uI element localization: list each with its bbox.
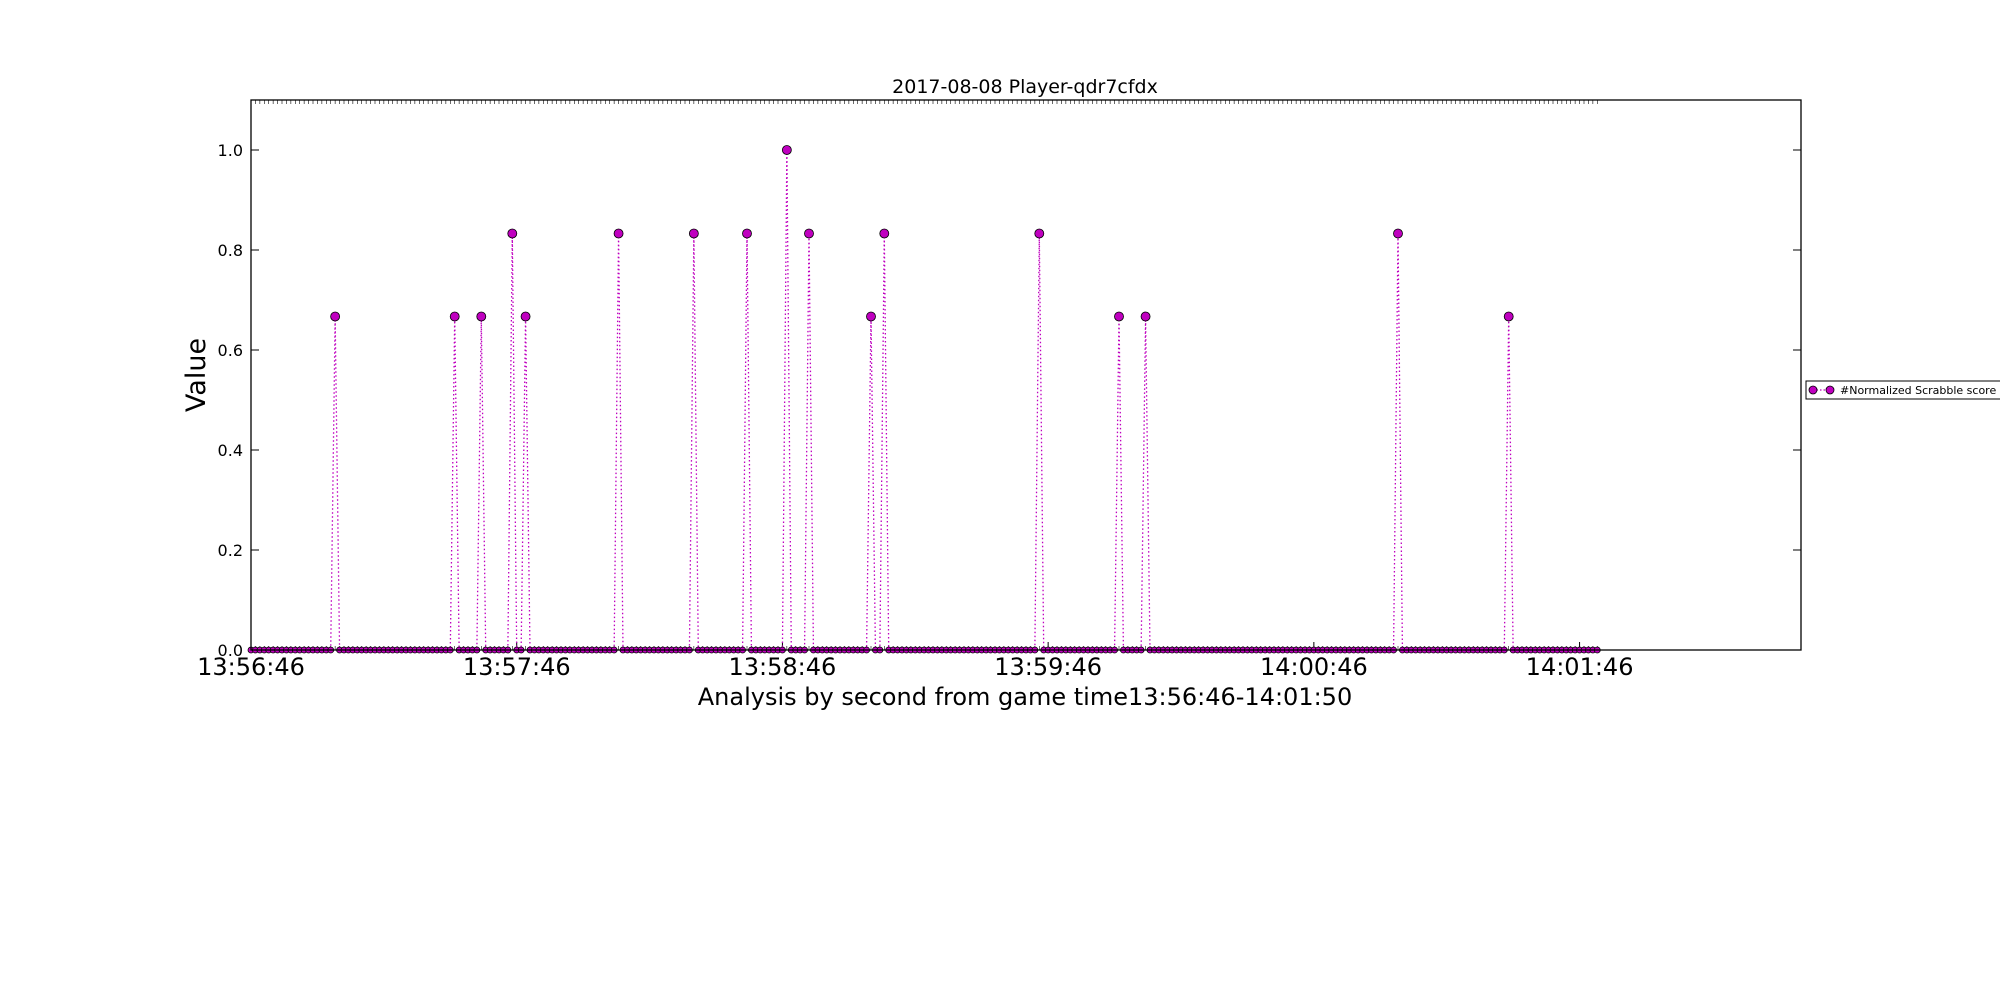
y-tick-label: 0.0	[218, 641, 243, 660]
y-tick-label: 0.4	[218, 441, 243, 460]
data-point-peak	[520, 311, 531, 322]
data-point-peak	[688, 228, 699, 239]
legend-marker-right	[1825, 385, 1835, 395]
legend-marker-left	[1808, 385, 1818, 395]
data-point-peak	[879, 228, 890, 239]
data-point-peak	[1393, 228, 1403, 239]
y-tick-label: 0.6	[218, 341, 243, 360]
data-point-peak	[1114, 311, 1124, 322]
x-axis-label: Analysis by second from game time13:56:4…	[698, 683, 1352, 711]
minor-tick-marks	[250, 100, 1598, 650]
data-point-peak	[781, 145, 792, 155]
y-tick-label: 0.8	[218, 241, 243, 260]
data-point-peak	[1140, 311, 1151, 322]
legend-frame	[1805, 380, 2000, 400]
legend-label: #Normalized Scrabble score	[1840, 384, 1996, 397]
data-point-peak	[1034, 228, 1045, 239]
y-axis-label: Value	[181, 338, 212, 412]
data-point-peak	[1503, 311, 1514, 322]
data-point-peak	[476, 311, 487, 322]
data-point-peak	[804, 228, 814, 239]
x-tick-label: 13:57:46	[463, 653, 571, 681]
x-tick-label: 14:00:46	[1260, 653, 1368, 681]
major-tick-marks	[250, 149, 1801, 651]
data-point-peak	[866, 311, 876, 322]
data-point-peak	[507, 228, 518, 239]
data-point-peak	[449, 311, 460, 322]
plot-area-frame	[250, 99, 1802, 651]
y-tick-label: 0.2	[218, 541, 243, 560]
series-line	[251, 149, 1598, 651]
legend: #Normalized Scrabble score	[1805, 380, 2000, 400]
data-point-peak	[742, 228, 752, 239]
series-layer	[247, 145, 1601, 654]
x-tick-label: 13:56:46	[197, 653, 305, 681]
y-tick-label: 1.0	[218, 141, 243, 160]
x-tick-label: 13:59:46	[994, 653, 1102, 681]
data-point-peak	[330, 311, 341, 322]
x-tick-label: 13:58:46	[729, 653, 837, 681]
tick-labels: 13:56:46 13:57:46 13:58:46 13:59:46 14:00:46…	[197, 141, 1633, 681]
chart-title: 2017-08-08 Player-qdr7cfdx	[892, 76, 1158, 98]
data-point-peak	[613, 228, 624, 239]
x-tick-label: 14:01:46	[1526, 653, 1634, 681]
